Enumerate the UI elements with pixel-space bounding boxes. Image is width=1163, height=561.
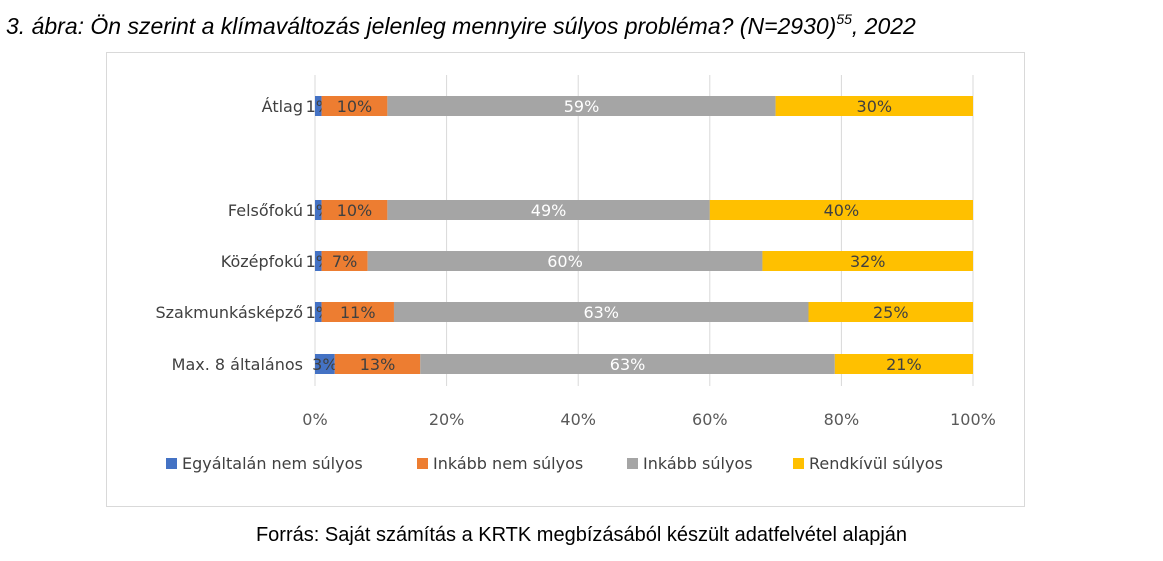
data-label: 10%	[337, 97, 373, 116]
legend-label: Inkább nem súlyos	[433, 454, 583, 473]
bar-segment	[321, 302, 394, 322]
bar-segment	[315, 96, 322, 116]
bar-segment	[420, 354, 835, 374]
category-label: Max. 8 általános	[172, 355, 303, 374]
data-label: 7%	[332, 252, 357, 271]
bar-segment	[762, 251, 973, 271]
data-label: 63%	[610, 355, 646, 374]
bar-segment	[387, 96, 776, 116]
legend-label: Inkább súlyos	[643, 454, 753, 473]
legend-swatch	[417, 458, 428, 469]
category-label: Átlag	[262, 97, 303, 116]
data-label: 13%	[360, 355, 396, 374]
category-label: Szakmunkásképző	[156, 303, 304, 322]
x-tick-label: 0%	[302, 410, 327, 429]
bar-segment	[321, 200, 388, 220]
bar-segment	[834, 354, 973, 374]
bar-segment	[315, 354, 335, 374]
figure-title-text: 3. ábra: Ön szerint a klímaváltozás jele…	[6, 13, 837, 39]
legend-swatch	[166, 458, 177, 469]
figure-title: 3. ábra: Ön szerint a klímaváltozás jele…	[6, 4, 1156, 41]
bar-segment	[315, 251, 322, 271]
data-label: 3%	[312, 355, 337, 374]
figure-title-year: , 2022	[851, 13, 916, 39]
chart-frame: 0% 20% 40% 60% 80% 100% 1% 10% 59% 30% Átlag 1% 10% 4…	[106, 52, 1025, 507]
category-label: Középfokú	[221, 252, 303, 271]
data-label: 10%	[337, 201, 373, 220]
bar-segment	[321, 96, 388, 116]
legend-label: Egyáltalán nem súlyos	[182, 454, 363, 473]
bar-segment	[808, 302, 973, 322]
x-tick-label: 20%	[429, 410, 465, 429]
bar-segment	[315, 302, 322, 322]
legend-swatch	[793, 458, 804, 469]
figure-title-footnote: 55	[836, 11, 852, 27]
bar-segment	[775, 96, 973, 116]
data-label: 63%	[583, 303, 619, 322]
bar-segment	[334, 354, 421, 374]
figure-source: Forrás: Saját számítás a KRTK megbízásáb…	[255, 524, 908, 546]
data-label: 21%	[886, 355, 922, 374]
data-label: 11%	[340, 303, 376, 322]
bar-segment	[393, 302, 809, 322]
data-label: 60%	[547, 252, 583, 271]
bar-segment	[315, 200, 322, 220]
legend-swatch	[627, 458, 638, 469]
x-tick-label: 40%	[560, 410, 596, 429]
category-label: Felsőfokú	[228, 201, 303, 220]
x-tick-label: 100%	[950, 410, 996, 429]
x-tick-label: 80%	[824, 410, 860, 429]
x-tick-label: 60%	[692, 410, 728, 429]
data-label: 30%	[857, 97, 893, 116]
legend-label: Rendkívül súlyos	[809, 454, 943, 473]
data-label: 59%	[564, 97, 600, 116]
data-label: 40%	[824, 201, 860, 220]
bar-segment	[367, 251, 763, 271]
data-label: 25%	[873, 303, 909, 322]
bar-segment	[709, 200, 973, 220]
data-label: 32%	[850, 252, 886, 271]
bar-segment	[321, 251, 368, 271]
data-label: 49%	[531, 201, 567, 220]
bar-segment	[387, 200, 710, 220]
